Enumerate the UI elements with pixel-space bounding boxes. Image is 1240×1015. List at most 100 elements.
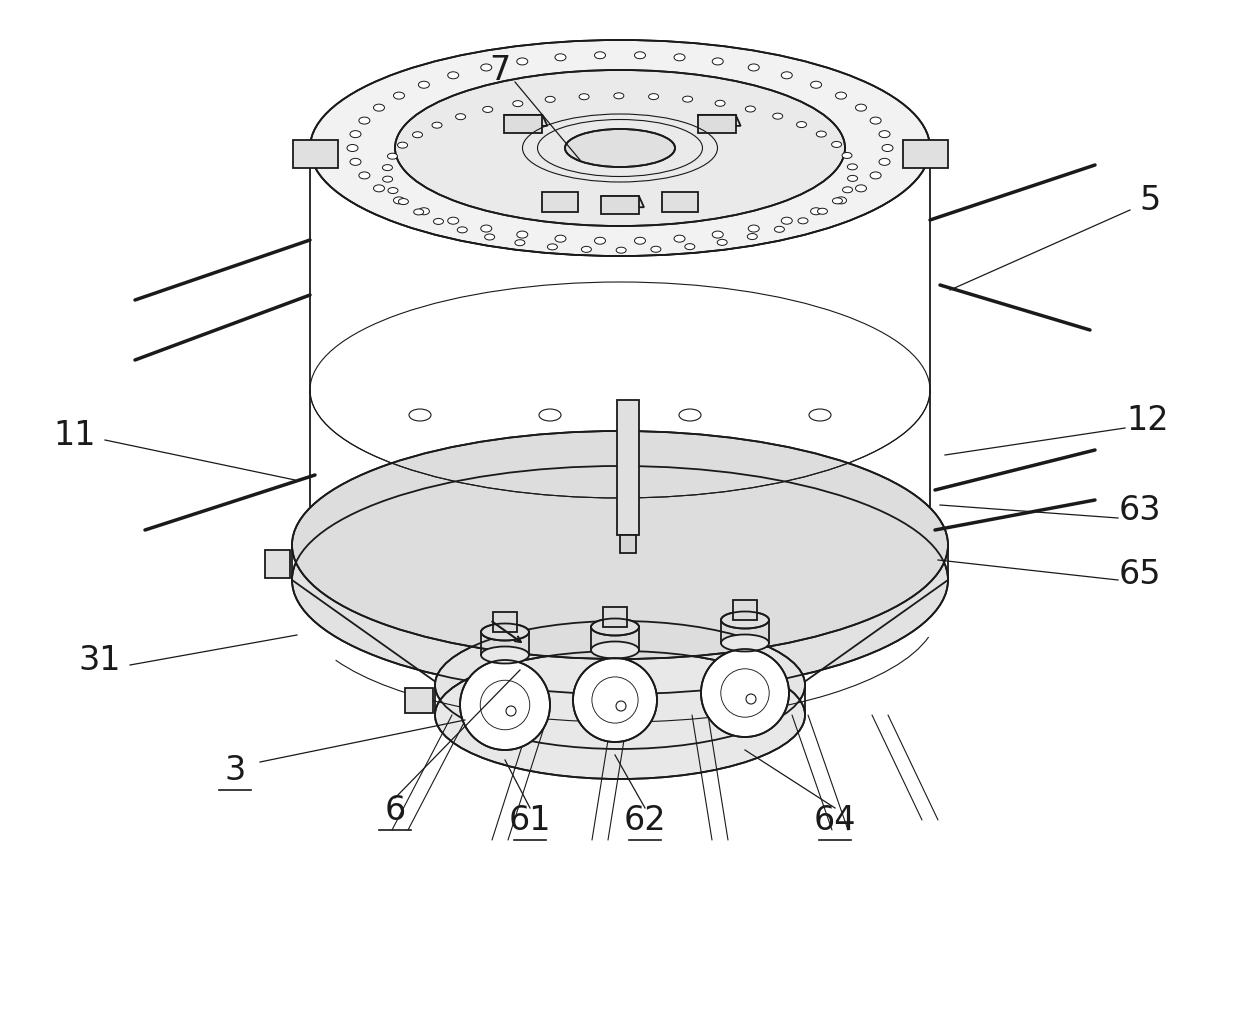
- Ellipse shape: [448, 72, 459, 79]
- Polygon shape: [405, 688, 433, 713]
- Ellipse shape: [748, 233, 758, 240]
- Polygon shape: [505, 115, 547, 126]
- Ellipse shape: [649, 93, 658, 99]
- Ellipse shape: [836, 92, 847, 99]
- Ellipse shape: [796, 122, 806, 128]
- Polygon shape: [505, 115, 542, 133]
- Ellipse shape: [635, 238, 646, 245]
- Ellipse shape: [715, 100, 725, 107]
- Ellipse shape: [594, 52, 605, 59]
- Polygon shape: [903, 140, 949, 168]
- Ellipse shape: [832, 198, 842, 204]
- Ellipse shape: [413, 132, 423, 138]
- Ellipse shape: [409, 409, 432, 421]
- Ellipse shape: [517, 58, 528, 65]
- Ellipse shape: [712, 58, 723, 65]
- Text: 31: 31: [79, 644, 122, 677]
- Ellipse shape: [836, 197, 847, 204]
- Ellipse shape: [682, 96, 693, 103]
- Text: 65: 65: [1118, 558, 1161, 592]
- Text: 7: 7: [490, 54, 511, 86]
- Ellipse shape: [675, 54, 684, 61]
- Polygon shape: [265, 550, 290, 578]
- Ellipse shape: [594, 238, 605, 245]
- Ellipse shape: [817, 208, 827, 214]
- Ellipse shape: [387, 153, 398, 159]
- Ellipse shape: [848, 176, 858, 182]
- Ellipse shape: [393, 92, 404, 99]
- Ellipse shape: [515, 240, 525, 246]
- Ellipse shape: [816, 131, 826, 137]
- Ellipse shape: [358, 172, 370, 179]
- Ellipse shape: [748, 225, 759, 232]
- Ellipse shape: [635, 52, 646, 59]
- Polygon shape: [618, 400, 639, 535]
- Ellipse shape: [291, 466, 949, 694]
- Ellipse shape: [591, 618, 639, 635]
- Ellipse shape: [591, 641, 639, 659]
- Ellipse shape: [310, 40, 930, 256]
- Ellipse shape: [393, 197, 404, 204]
- Ellipse shape: [373, 185, 384, 192]
- Ellipse shape: [460, 660, 551, 750]
- Ellipse shape: [870, 117, 882, 124]
- Ellipse shape: [546, 96, 556, 103]
- Ellipse shape: [418, 208, 429, 215]
- Ellipse shape: [808, 409, 831, 421]
- Ellipse shape: [481, 64, 492, 71]
- Ellipse shape: [781, 72, 792, 79]
- Ellipse shape: [720, 611, 769, 628]
- Ellipse shape: [481, 647, 529, 664]
- Ellipse shape: [398, 199, 408, 205]
- Ellipse shape: [745, 106, 755, 112]
- Ellipse shape: [539, 409, 560, 421]
- Ellipse shape: [481, 623, 529, 640]
- Ellipse shape: [712, 231, 723, 239]
- Ellipse shape: [879, 131, 890, 138]
- Ellipse shape: [781, 217, 792, 224]
- Ellipse shape: [720, 634, 769, 652]
- Ellipse shape: [383, 177, 393, 182]
- Ellipse shape: [773, 113, 782, 119]
- Ellipse shape: [651, 247, 661, 253]
- Ellipse shape: [481, 225, 492, 232]
- Ellipse shape: [870, 172, 882, 179]
- Ellipse shape: [616, 248, 626, 253]
- Ellipse shape: [811, 208, 822, 215]
- Ellipse shape: [579, 93, 589, 99]
- Polygon shape: [494, 612, 517, 632]
- Polygon shape: [662, 192, 698, 212]
- Text: 6: 6: [384, 794, 405, 826]
- Ellipse shape: [382, 164, 392, 171]
- Polygon shape: [620, 535, 636, 553]
- Text: 61: 61: [508, 804, 552, 836]
- Polygon shape: [603, 607, 627, 627]
- Ellipse shape: [435, 651, 805, 779]
- Ellipse shape: [434, 218, 444, 224]
- Ellipse shape: [396, 70, 844, 226]
- Ellipse shape: [775, 226, 785, 232]
- Ellipse shape: [811, 81, 822, 88]
- Polygon shape: [733, 600, 756, 620]
- Ellipse shape: [582, 247, 591, 253]
- Ellipse shape: [701, 649, 789, 737]
- Ellipse shape: [358, 117, 370, 124]
- Polygon shape: [601, 196, 644, 207]
- Ellipse shape: [347, 144, 358, 151]
- Ellipse shape: [398, 142, 408, 148]
- Ellipse shape: [680, 409, 701, 421]
- Ellipse shape: [373, 105, 384, 112]
- Ellipse shape: [482, 107, 492, 113]
- Ellipse shape: [350, 158, 361, 165]
- Polygon shape: [698, 115, 740, 126]
- Ellipse shape: [675, 235, 684, 243]
- Ellipse shape: [517, 231, 528, 239]
- Ellipse shape: [310, 437, 930, 653]
- Ellipse shape: [832, 141, 842, 147]
- Text: 5: 5: [1140, 184, 1161, 216]
- Ellipse shape: [350, 131, 361, 138]
- Ellipse shape: [856, 105, 867, 112]
- Text: 64: 64: [813, 804, 857, 836]
- Polygon shape: [698, 115, 735, 133]
- Text: 62: 62: [624, 804, 666, 836]
